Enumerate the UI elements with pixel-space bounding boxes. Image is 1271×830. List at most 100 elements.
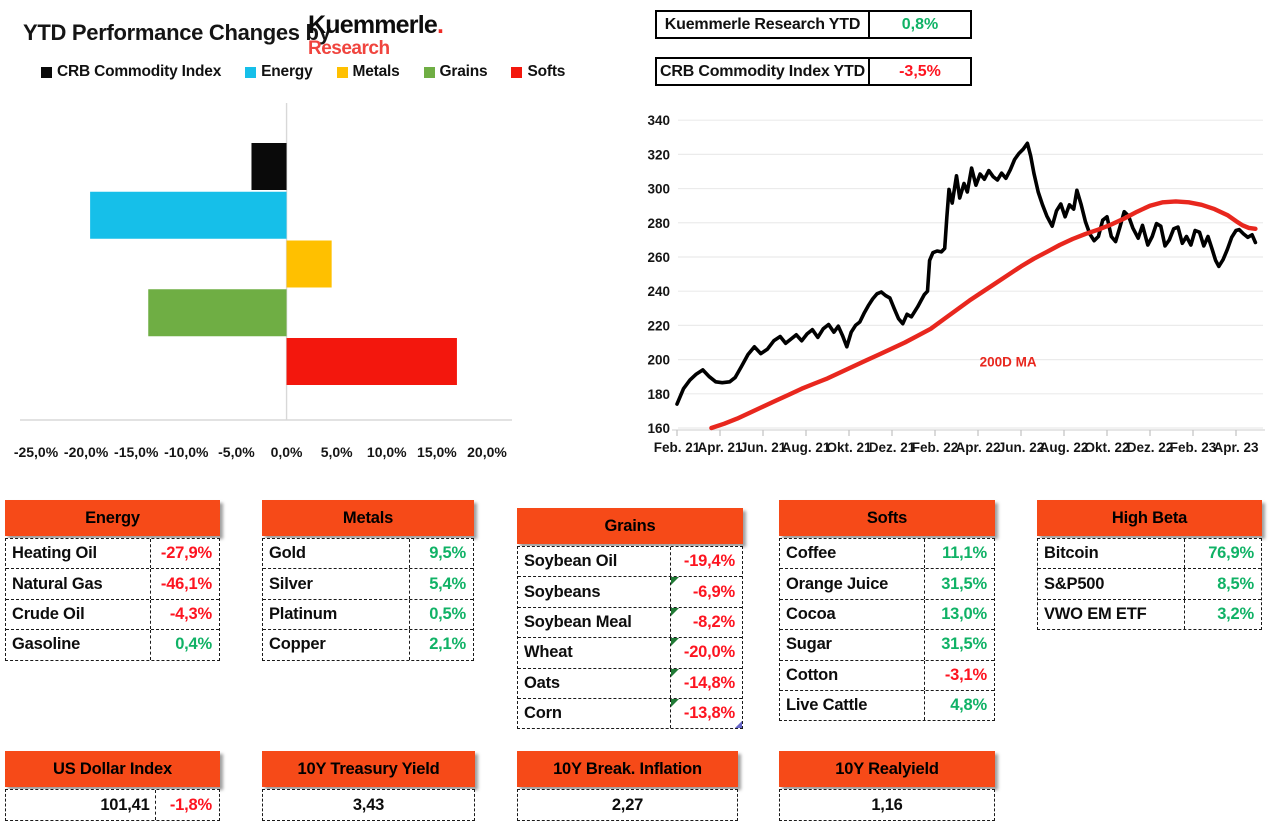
series-crb-commodity-index [675, 141, 1258, 406]
bar-grains [148, 289, 287, 337]
x-tick-label: Okt. 21 [826, 440, 872, 455]
row-value: 4,8% [925, 691, 994, 720]
table-treasury-yield: 10Y Treasury Yield 3,43 [262, 751, 475, 821]
x-tick-label: Apr. 21 [697, 440, 743, 455]
row-value-text: -14,8% [683, 673, 735, 692]
table-row: 101,41 -1,8% [6, 790, 219, 820]
table-row: Wheat -20,0% [518, 638, 742, 669]
legend-swatch-icon [336, 66, 348, 78]
series-200d-ma [709, 199, 1258, 431]
legend-item: Grains [423, 63, 488, 81]
row-value: 11,1% [925, 539, 994, 568]
legend-swatch-icon [41, 66, 52, 78]
x-tick-label: Dez. 22 [1127, 440, 1174, 455]
y-tick-label: 300 [647, 182, 670, 197]
row-value-text: 4,8% [950, 696, 987, 715]
table-realyield: 10Y Realyield 1,16 [779, 751, 995, 821]
table-header: Energy [5, 500, 220, 536]
table-body: Heating Oil -27,9% Natural Gas -46,1% Crude … [5, 538, 220, 661]
legend-swatch-icon [511, 66, 523, 78]
table-row: Bitcoin 76,9% [1038, 539, 1261, 570]
row-value-text: -20,0% [683, 643, 735, 662]
x-tick-label: Dez. 21 [869, 440, 916, 455]
row-label: Orange Juice [780, 569, 926, 599]
x-tick-label: Feb. 21 [654, 440, 701, 455]
table-grains: Grains Soybean Oil -19,4% Soybeans -6,9% Soyb… [517, 508, 743, 730]
legend-label: Energy [261, 63, 313, 80]
x-tick-label: 15,0% [417, 444, 457, 460]
row-value: 31,5% [925, 630, 994, 659]
table-title: Energy [85, 508, 140, 527]
table-row: Crude Oil -4,3% [6, 599, 219, 631]
y-tick-label: 280 [647, 216, 670, 231]
row-value-text: -19,4% [683, 552, 735, 571]
table-row: Natural Gas -46,1% [6, 569, 219, 600]
row-value-text: 0,5% [429, 604, 466, 623]
row-value: -3,1% [925, 661, 994, 690]
table-title: 10Y Realyield [835, 759, 939, 778]
comment-marker-icon [670, 638, 679, 647]
row-label: Coffee [780, 539, 926, 569]
table-metals: Metals Gold 9,5% Silver 5,4% Platinum 0,5% Copp… [262, 500, 474, 661]
legend-label: Grains [439, 63, 488, 80]
row-label: Silver [263, 569, 410, 599]
bar-softs [286, 338, 457, 385]
row-value: -8,2% [670, 607, 742, 637]
summary-label: CRB Commodity Index YTD [657, 59, 870, 84]
row-value: 2,1% [410, 630, 473, 659]
table-header: High Beta [1037, 500, 1262, 536]
x-tick-label: Apr. 22 [955, 440, 1000, 455]
row-label: Soybeans [518, 577, 671, 607]
x-tick-label: Apr. 23 [1213, 440, 1259, 455]
ytd-performance-bar-chart: -25,0% -20,0% -15,0% -10,0% -5,0% 0,0% 5,0% 10,… [14, 103, 512, 460]
row-value: 31,5% [925, 569, 994, 598]
row-value: -20,0% [670, 638, 742, 667]
row-value: 13,0% [925, 600, 994, 629]
table-row: Silver 5,4% [263, 569, 473, 600]
legend-item: CRB Commodity Index [41, 63, 221, 81]
table-row: S&P500 8,5% [1038, 569, 1261, 600]
table-row: 2,27 [518, 790, 737, 820]
value-cell: 3,43 [352, 795, 385, 814]
table-body: Coffee 11,1% Orange Juice 31,5% Cocoa 13,0% Su… [779, 538, 995, 722]
bar-metals [286, 240, 332, 288]
legend-swatch-icon [245, 66, 257, 78]
legend-label: CRB Commodity Index [57, 63, 222, 80]
table-energy: Energy Heating Oil -27,9% Natural Gas -46,1%… [5, 500, 220, 661]
table-row: Copper 2,1% [263, 630, 473, 660]
row-value: 5,4% [410, 569, 473, 598]
y-tick-label: 340 [647, 113, 670, 128]
page-title: YTD Performance Changes by [23, 20, 331, 45]
logo-text: Kuemmerle [308, 11, 438, 39]
row-value: -27,9% [151, 539, 219, 568]
row-value-text: 31,5% [941, 574, 987, 593]
legend-item: Softs [511, 63, 565, 81]
row-label: Gold [263, 539, 410, 569]
x-tick-label: Jun. 22 [998, 440, 1045, 455]
table-row: Gold 9,5% [263, 539, 473, 570]
summary-value: 0,8% [901, 15, 939, 33]
row-label: Platinum [263, 599, 410, 630]
table-row: Corn -13,8% [518, 698, 742, 729]
row-label: S&P500 [1038, 569, 1185, 599]
value-cell: -1,8% [169, 795, 212, 814]
row-value-text: 13,0% [941, 604, 987, 623]
row-value-text: 31,5% [941, 635, 987, 654]
table-row: Live Cattle 4,8% [780, 690, 994, 721]
row-value: 3,2% [1185, 600, 1262, 629]
row-value: -46,1% [151, 569, 219, 598]
table-row: Sugar 31,5% [780, 630, 994, 661]
x-tick-label: -10,0% [164, 444, 209, 460]
y-tick-label: 200 [647, 353, 670, 368]
bar-energy [90, 191, 287, 239]
row-label: Soybean Meal [518, 607, 671, 638]
row-value: -13,8% [670, 698, 742, 729]
x-tick-label: Feb. 22 [912, 440, 959, 455]
table-header: Metals [262, 500, 474, 536]
table-row: Soybean Meal -8,2% [518, 607, 742, 639]
row-value-text: -27,9% [160, 544, 212, 563]
row-label: Copper [263, 630, 410, 660]
table-row: Gasoline 0,4% [6, 630, 219, 660]
